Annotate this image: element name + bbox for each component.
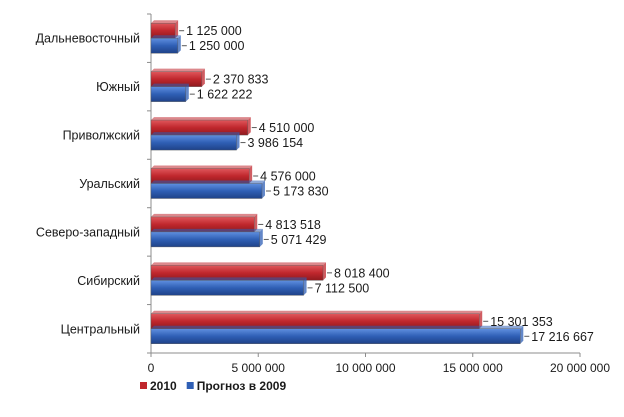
category-label: Центральный [61, 322, 140, 336]
data-label: 1 622 222 [197, 88, 253, 102]
bar-side-face [254, 213, 258, 232]
data-label: 4 576 000 [260, 170, 316, 184]
bar-top-face [151, 180, 265, 184]
data-label: 1 125 000 [186, 24, 242, 38]
bar-side-face [322, 262, 326, 281]
legend-entry: Прогноз в 2009 [186, 379, 287, 393]
bar-front-face [150, 86, 186, 102]
data-label: 2 370 833 [213, 73, 269, 87]
bar [150, 20, 179, 39]
legend-swatch [140, 382, 147, 389]
bar-side-face [249, 165, 253, 184]
x-tick-label: 10 000 000 [335, 361, 395, 375]
bar [150, 310, 483, 329]
data-label: 4 510 000 [259, 121, 315, 135]
bar [150, 165, 253, 184]
bar [150, 262, 326, 281]
bar [150, 180, 265, 199]
bar-top-face [151, 165, 253, 169]
data-label: 15 301 353 [490, 315, 553, 329]
bar-side-face [247, 117, 251, 136]
bar-top-face [151, 132, 240, 136]
x-tick-label: 0 [148, 361, 155, 375]
category-label: Сибирский [77, 274, 140, 288]
data-label: 17 216 667 [531, 330, 594, 344]
category-label: Северо-западный [36, 225, 140, 239]
x-tick-label: 15 000 000 [443, 361, 503, 375]
data-label: 5 173 830 [273, 185, 329, 199]
bar-side-face [479, 310, 483, 329]
bar-top-face [151, 310, 483, 314]
legend-swatch [186, 382, 194, 389]
data-label: 5 071 429 [271, 233, 327, 247]
data-label: 1 250 000 [189, 39, 245, 53]
bar-top-face [151, 213, 258, 217]
category-label: Приволжский [63, 129, 140, 143]
bar-side-face [303, 277, 307, 296]
category-label: Дальневосточный [36, 32, 140, 46]
bar-top-face [151, 325, 524, 329]
bar-side-face [177, 35, 181, 54]
bar-side-face [236, 132, 240, 151]
data-label: 8 018 400 [334, 266, 390, 280]
bar-side-face [175, 20, 179, 39]
bar [150, 35, 181, 54]
bar-front-face [150, 134, 237, 151]
bar-top-face [151, 277, 307, 281]
bar [150, 213, 258, 233]
legend-label: 2010 [150, 379, 177, 393]
bar-top-face [151, 35, 181, 39]
bar-top-face [151, 20, 179, 24]
bar-front-face [150, 280, 304, 296]
category-label: Уральский [79, 177, 140, 191]
bar-top-face [151, 83, 189, 87]
category-label: Южный [96, 80, 140, 94]
legend-label: Прогноз в 2009 [197, 379, 287, 393]
bar-front-face [150, 38, 179, 54]
bar-front-face [150, 231, 260, 248]
bar-side-face [259, 228, 263, 247]
data-label: 3 986 154 [248, 136, 304, 150]
bar-side-face [261, 180, 265, 199]
bar [150, 228, 263, 248]
bar [150, 83, 189, 102]
data-label: 7 112 500 [315, 281, 370, 295]
legend-entry: 2010 [140, 379, 177, 393]
x-tick-label: 5 000 000 [232, 361, 286, 375]
bar [150, 132, 240, 151]
bar-side-face [185, 83, 189, 102]
bar [150, 277, 307, 296]
bar-front-face [150, 328, 521, 344]
bar-top-face [151, 262, 326, 266]
bar-side-face [520, 325, 524, 344]
bars [150, 20, 524, 344]
bar-top-face [151, 68, 205, 72]
axes: 0 5 000 000 10 000 000 15 000 000 20 000 000 [147, 13, 610, 375]
legend: 2010 Прогноз в 2009 [140, 379, 286, 393]
bar-top-face [151, 117, 251, 121]
bar [150, 117, 251, 136]
data-label: 4 813 518 [265, 218, 321, 232]
bar-top-face [151, 228, 263, 232]
bar [150, 325, 524, 344]
bar-side-face [201, 68, 205, 87]
x-tick-label: 20 000 000 [550, 361, 610, 375]
bar-front-face [150, 183, 263, 199]
